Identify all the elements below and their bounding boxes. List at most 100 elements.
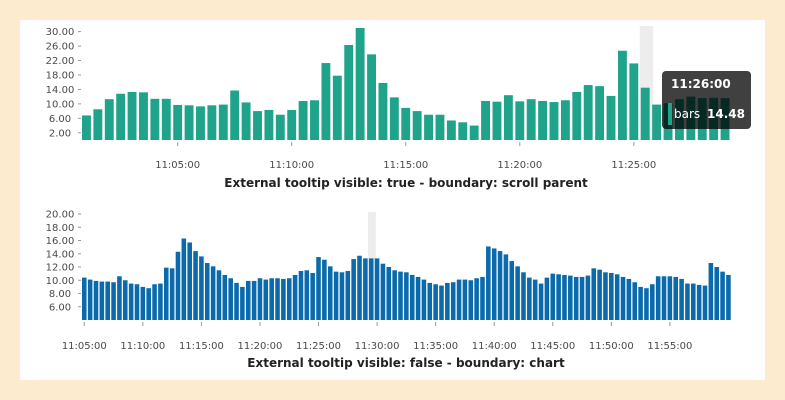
bar[interactable] xyxy=(549,102,559,140)
bar[interactable] xyxy=(292,274,298,320)
bar[interactable] xyxy=(332,75,342,140)
bar[interactable] xyxy=(304,270,310,320)
bar[interactable] xyxy=(281,278,286,320)
bar[interactable] xyxy=(344,44,354,141)
bar[interactable] xyxy=(93,280,99,320)
bar[interactable] xyxy=(527,277,532,320)
bar[interactable] xyxy=(492,101,502,140)
bar[interactable] xyxy=(532,279,538,320)
bar[interactable] xyxy=(175,251,181,320)
bar[interactable] xyxy=(257,278,263,320)
bar[interactable] xyxy=(230,90,240,141)
bar[interactable] xyxy=(439,285,444,320)
bar[interactable] xyxy=(481,100,491,140)
bar[interactable] xyxy=(445,282,450,320)
bar[interactable] xyxy=(404,272,409,320)
bar[interactable] xyxy=(187,242,192,320)
bar[interactable] xyxy=(367,54,376,141)
bar[interactable] xyxy=(321,63,331,140)
bar[interactable] xyxy=(409,274,415,320)
bar[interactable] xyxy=(216,270,222,320)
bar[interactable] xyxy=(679,278,684,320)
bar[interactable] xyxy=(702,285,708,320)
bar[interactable] xyxy=(450,282,456,320)
bar[interactable] xyxy=(515,101,525,140)
bar[interactable] xyxy=(696,284,702,320)
bar[interactable] xyxy=(691,283,696,320)
bar[interactable] xyxy=(245,280,251,320)
bar[interactable] xyxy=(275,278,280,320)
bar[interactable] xyxy=(134,284,140,320)
bar[interactable] xyxy=(339,272,345,320)
bar[interactable] xyxy=(415,276,421,320)
bar[interactable] xyxy=(128,283,134,320)
bar[interactable] xyxy=(322,259,327,320)
bar[interactable] xyxy=(316,257,321,320)
bar[interactable] xyxy=(82,115,91,140)
bar[interactable] xyxy=(556,274,561,320)
bar[interactable] xyxy=(193,251,198,320)
bar[interactable] xyxy=(127,91,137,140)
bar[interactable] xyxy=(667,276,673,320)
bar[interactable] xyxy=(163,267,169,320)
bar[interactable] xyxy=(412,111,422,140)
bar[interactable] xyxy=(368,258,374,320)
bar[interactable] xyxy=(87,279,93,320)
bar[interactable] xyxy=(241,102,251,140)
bar[interactable] xyxy=(181,238,187,320)
bar[interactable] xyxy=(378,82,388,140)
bar[interactable] xyxy=(351,259,356,320)
bar[interactable] xyxy=(620,276,626,320)
bar[interactable] xyxy=(509,261,515,320)
bar[interactable] xyxy=(614,274,620,320)
bar[interactable] xyxy=(298,270,304,320)
bar[interactable] xyxy=(585,275,591,320)
bar[interactable] xyxy=(521,272,526,320)
bar[interactable] xyxy=(117,276,122,320)
bar[interactable] xyxy=(392,270,397,320)
bar[interactable] xyxy=(122,280,128,320)
bar[interactable] xyxy=(161,98,171,140)
bar[interactable] xyxy=(140,286,146,321)
bar[interactable] xyxy=(446,120,456,140)
bar[interactable] xyxy=(398,271,403,320)
bar[interactable] xyxy=(469,125,479,140)
bar[interactable] xyxy=(629,63,639,140)
bar[interactable] xyxy=(93,109,103,140)
bar[interactable] xyxy=(497,251,503,320)
bar[interactable] xyxy=(333,271,339,320)
bar[interactable] xyxy=(251,280,257,320)
bar[interactable] xyxy=(196,106,205,140)
bar[interactable] xyxy=(327,266,333,320)
bar[interactable] xyxy=(568,275,573,320)
bar[interactable] xyxy=(401,107,411,140)
bar[interactable] xyxy=(458,122,468,140)
bar[interactable] xyxy=(310,100,319,140)
bar[interactable] xyxy=(104,99,114,140)
bar[interactable] xyxy=(462,279,468,320)
bar[interactable] xyxy=(503,254,509,320)
bar[interactable] xyxy=(253,111,262,140)
bar[interactable] xyxy=(380,263,386,320)
bar[interactable] xyxy=(503,95,513,140)
bar[interactable] xyxy=(526,99,536,140)
bar[interactable] xyxy=(228,278,233,320)
bar[interactable] xyxy=(210,266,216,320)
bar[interactable] xyxy=(538,283,544,320)
bar[interactable] xyxy=(544,277,550,320)
bar[interactable] xyxy=(269,278,274,320)
bar[interactable] xyxy=(456,279,462,320)
bar[interactable] xyxy=(644,288,649,320)
bar[interactable] xyxy=(515,266,520,320)
bar[interactable] xyxy=(726,274,731,320)
bar[interactable] xyxy=(105,281,110,320)
bar[interactable] xyxy=(82,277,87,320)
bar[interactable] xyxy=(389,97,399,140)
bar[interactable] xyxy=(714,267,719,320)
bar[interactable] xyxy=(655,276,661,320)
bar[interactable] xyxy=(640,87,650,140)
bar[interactable] xyxy=(560,100,570,140)
bar[interactable] xyxy=(363,258,368,320)
bar[interactable] xyxy=(617,50,627,140)
bar[interactable] xyxy=(139,92,148,140)
